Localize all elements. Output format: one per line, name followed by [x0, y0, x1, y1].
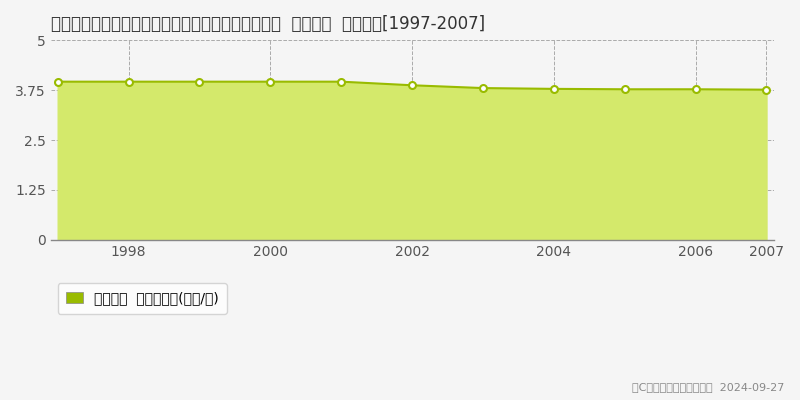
Text: （C）土地価格ドットコム  2024-09-27: （C）土地価格ドットコム 2024-09-27	[632, 382, 784, 392]
Text: 新潟県三島郡出雲崎町大字大釜谷字深町１１番２０  基準地価  地価推移[1997-2007]: 新潟県三島郡出雲崎町大字大釜谷字深町１１番２０ 基準地価 地価推移[1997-2…	[50, 15, 485, 33]
Legend: 基準地価  平均坪単価(万円/坪): 基準地価 平均坪単価(万円/坪)	[58, 283, 226, 314]
